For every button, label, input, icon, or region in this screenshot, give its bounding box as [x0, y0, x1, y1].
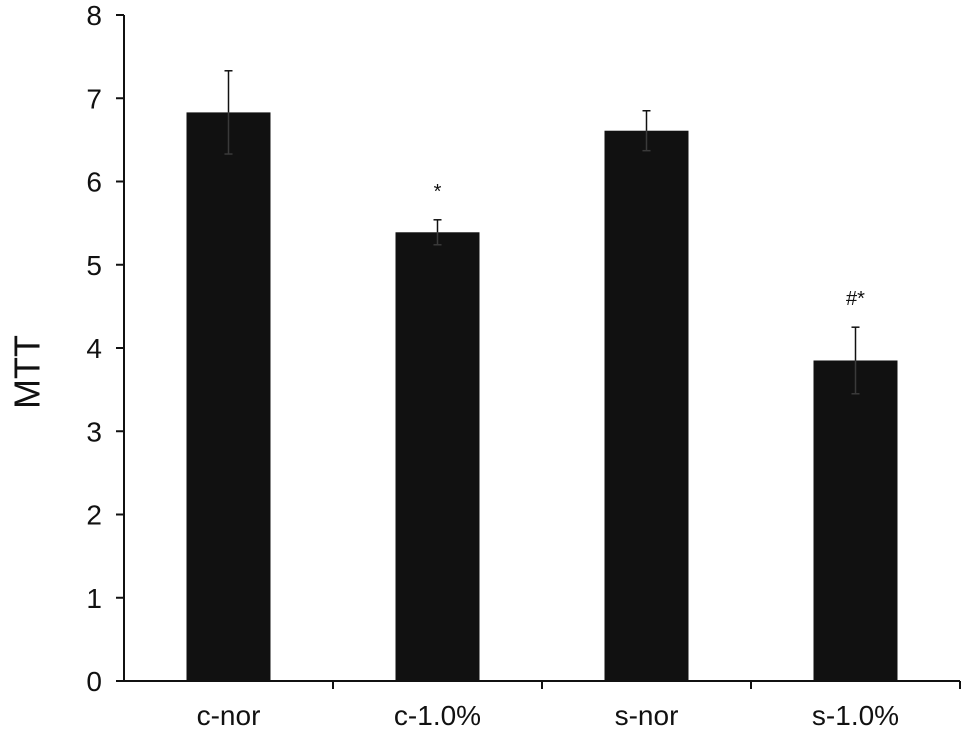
ticks-layer: 0 1 2 3 4 5 6 7 8 c-nor c-1.0% s-nor s-1.0%: [86, 0, 961, 731]
annotations-layer: * #*: [434, 181, 866, 310]
x-tick-label: c-nor: [197, 700, 261, 731]
y-tick-label: 2: [86, 500, 102, 531]
bar-c-nor: [186, 112, 271, 682]
y-tick-label: 7: [86, 83, 102, 114]
bar-s-nor: [604, 130, 689, 681]
x-tick-label: c-1.0%: [394, 700, 481, 731]
bars-layer: [186, 112, 898, 682]
x-tick-label: s-1.0%: [812, 700, 899, 731]
x-tick-label: s-nor: [615, 700, 679, 731]
y-tick-label: 3: [86, 416, 102, 447]
error-bars-layer: [224, 70, 860, 395]
bar-s-1.0%: [813, 360, 898, 681]
y-tick-label: 8: [86, 0, 102, 31]
y-tick-label: 0: [86, 666, 102, 697]
y-axis-title: MTT: [7, 335, 48, 409]
significance-label: *: [434, 181, 442, 203]
y-tick-label: 4: [86, 333, 102, 364]
y-tick-label: 1: [86, 583, 102, 614]
y-tick-label: 6: [86, 167, 102, 198]
significance-label: #*: [846, 288, 865, 310]
y-tick-label: 5: [86, 250, 102, 281]
bar-c-1.0%: [395, 232, 480, 681]
